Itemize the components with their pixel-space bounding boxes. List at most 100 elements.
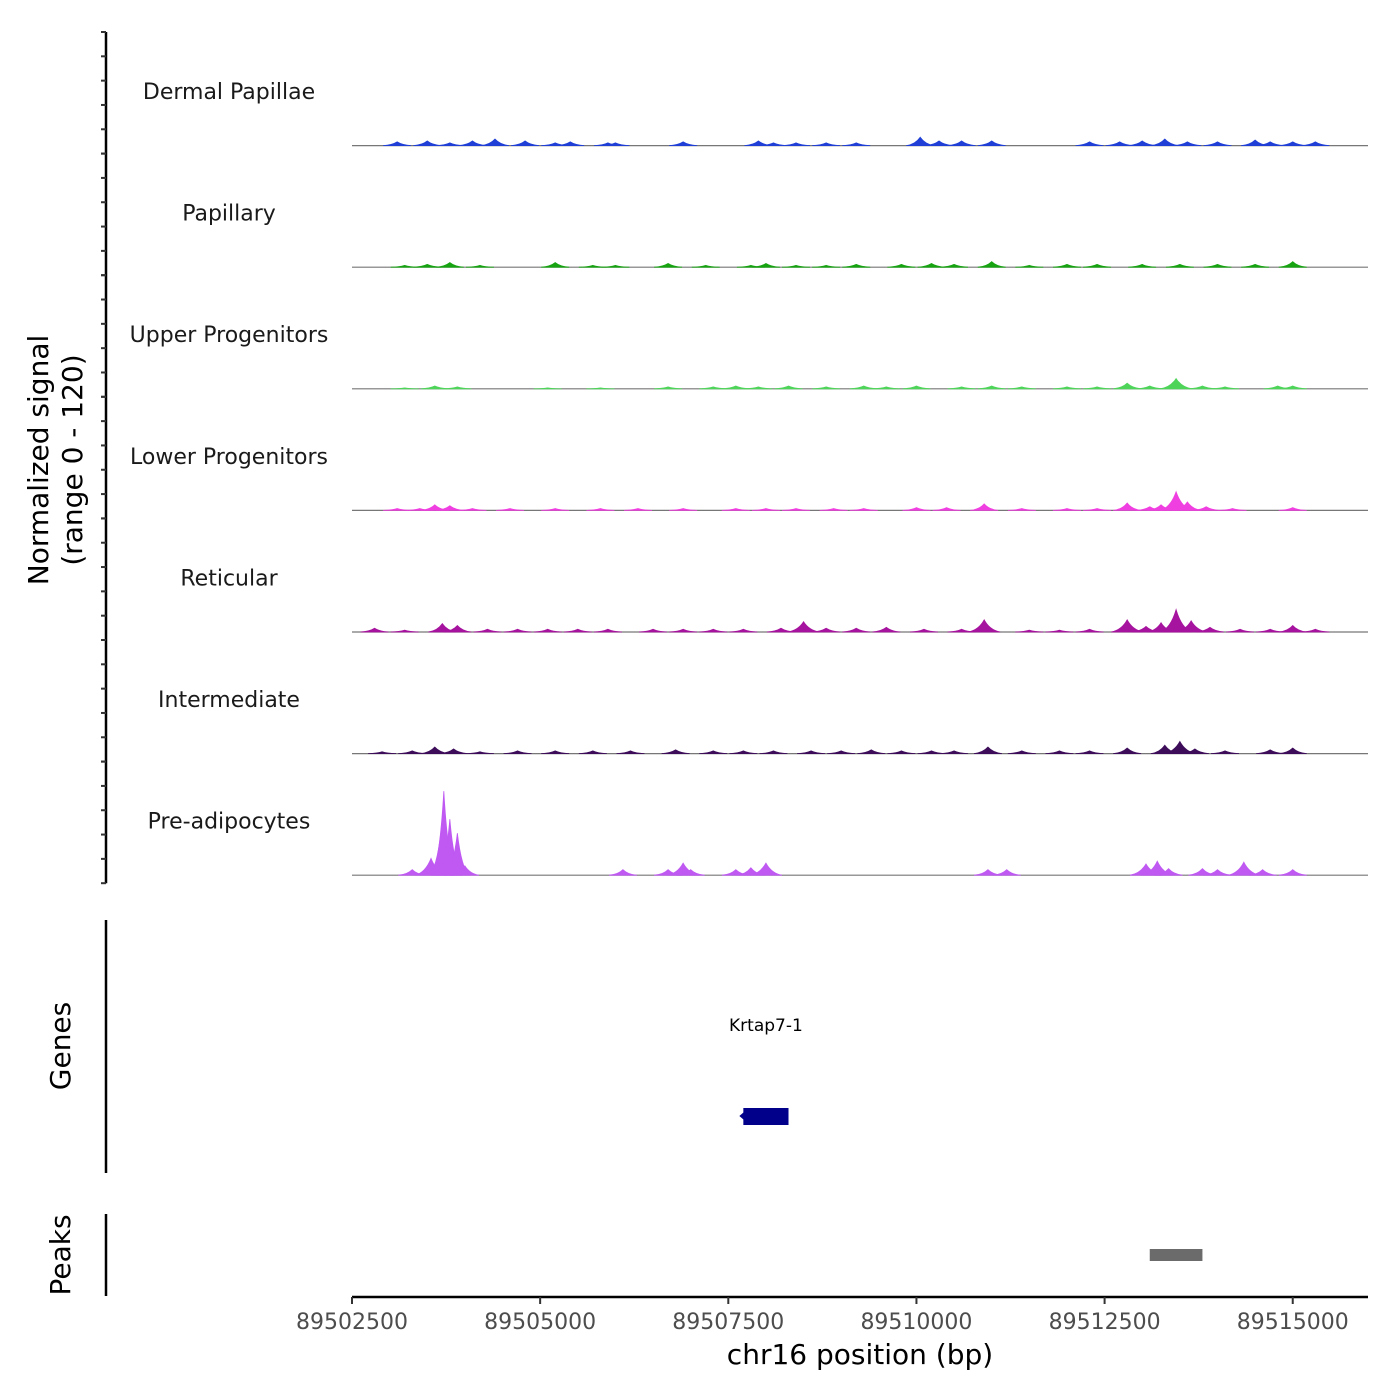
signal-peak xyxy=(1227,861,1260,876)
x-axis: 89502500 89505000 89507500 89510000 89512500… xyxy=(296,1295,1368,1371)
signal-peak xyxy=(1278,385,1307,390)
signal-peak xyxy=(842,627,871,633)
signal-peak xyxy=(691,264,720,268)
signal-peak xyxy=(608,869,637,876)
signal-peak xyxy=(940,750,969,754)
signal-peak xyxy=(1218,508,1247,511)
signal-peak xyxy=(1007,508,1036,511)
track-label: Reticular xyxy=(180,566,278,591)
signal-peak xyxy=(623,508,652,511)
signal-peak xyxy=(872,386,901,390)
signal-peak xyxy=(1278,507,1307,511)
gene-body xyxy=(743,1108,789,1125)
signal-peak xyxy=(902,507,931,511)
x-tick-label: 89505000 xyxy=(484,1310,596,1335)
signal-peak xyxy=(496,508,525,511)
signal-peak xyxy=(1045,750,1074,754)
signal-peak xyxy=(1256,749,1285,754)
peak-region xyxy=(1149,1249,1203,1261)
signal-peak xyxy=(669,628,698,633)
signal-peak xyxy=(1128,263,1157,268)
signal-peak xyxy=(872,626,901,633)
gene-label: Krtap7-1 xyxy=(729,1016,803,1036)
signal-axis-title-line: Normalized signal xyxy=(22,335,55,586)
track-dermal-papillae: Dermal Papillae xyxy=(143,80,1368,147)
signal-peak xyxy=(480,138,510,146)
signal-peak xyxy=(1173,141,1202,146)
signal-peak xyxy=(458,508,487,511)
signal-peak xyxy=(1203,263,1232,268)
signal-peak xyxy=(909,628,938,633)
signal-peak xyxy=(654,386,683,390)
x-axis-title: chr16 position (bp) xyxy=(727,1338,993,1371)
signal-peak xyxy=(1007,386,1036,390)
signal-peak xyxy=(973,746,1002,754)
signal-peak xyxy=(1248,869,1277,876)
signal-peak xyxy=(1113,502,1142,511)
signal-peak xyxy=(1150,138,1179,146)
gene-strand-arrow xyxy=(739,1110,747,1122)
genes-axis-title: Genes xyxy=(44,1002,77,1090)
signal-peak xyxy=(827,750,856,754)
track-label: Dermal Papillae xyxy=(143,80,315,105)
signal-peak xyxy=(819,508,848,511)
signal-peak xyxy=(1075,750,1104,754)
signal-peak xyxy=(797,750,826,754)
signal-peak xyxy=(368,751,397,754)
track-papillary: Papillary xyxy=(182,202,1368,268)
signal-peak xyxy=(541,750,570,754)
signal-peak xyxy=(906,136,935,146)
signal-peak xyxy=(842,263,871,268)
signal-peak xyxy=(541,262,570,268)
signal-peak xyxy=(1113,382,1142,390)
signal-peak xyxy=(751,508,780,511)
signal-peak xyxy=(744,386,773,390)
signal-peak xyxy=(1278,624,1307,633)
signal-peak xyxy=(383,141,412,146)
signal-peak xyxy=(977,261,1006,268)
signal-peak xyxy=(556,141,585,146)
x-tick-label: 89502500 xyxy=(296,1310,408,1335)
signal-peak xyxy=(1052,263,1081,268)
signal-peak xyxy=(782,142,811,146)
signal-peak xyxy=(511,140,540,146)
signal-axis-title-line: (range 0 - 120) xyxy=(56,354,89,565)
signal-peak xyxy=(1210,386,1240,390)
x-tick-label: 89515000 xyxy=(1237,1310,1349,1335)
signal-peak xyxy=(503,628,532,633)
signal-peak xyxy=(749,862,782,876)
signal-peak xyxy=(1083,263,1112,268)
track-label: Pre-adipocytes xyxy=(148,810,311,835)
signal-peak xyxy=(1160,377,1193,390)
signal-peak xyxy=(1105,141,1134,146)
signal-peak xyxy=(1015,629,1044,633)
x-tick-label: 89510000 xyxy=(860,1310,972,1335)
signal-peak xyxy=(917,262,946,268)
signal-peak xyxy=(435,262,464,268)
signal-peak xyxy=(812,142,841,146)
track-label: Upper Progenitors xyxy=(130,323,329,348)
signal-tracks: Dermal Papillae Papillary Upper Progenitor… xyxy=(130,80,1368,876)
signal-peak xyxy=(924,140,954,146)
signal-peak xyxy=(639,628,668,633)
signal-peak xyxy=(782,508,811,511)
signal-peak xyxy=(902,385,931,390)
signal-peak xyxy=(699,750,728,754)
signal-peak xyxy=(1301,628,1330,633)
signal-y-axis-title: Normalized signal(range 0 - 120) xyxy=(22,335,89,586)
genes-panel: Genes Krtap7-1 xyxy=(44,920,803,1173)
signal-peak xyxy=(390,629,419,633)
signal-peak xyxy=(1052,508,1081,511)
signal-peak xyxy=(616,750,645,754)
signal-axis-title: Normalized signal(range 0 - 120) xyxy=(22,335,89,586)
signal-peak xyxy=(601,264,630,268)
signal-peak xyxy=(940,263,969,268)
signal-peak xyxy=(1135,385,1164,390)
signal-peak xyxy=(593,628,622,633)
signal-peak xyxy=(932,507,961,511)
x-tick-label: 89507500 xyxy=(672,1310,784,1335)
signal-peak xyxy=(1226,628,1255,633)
signal-peak xyxy=(729,750,758,754)
signal-peak xyxy=(977,140,1006,146)
signal-peak xyxy=(1278,747,1307,754)
